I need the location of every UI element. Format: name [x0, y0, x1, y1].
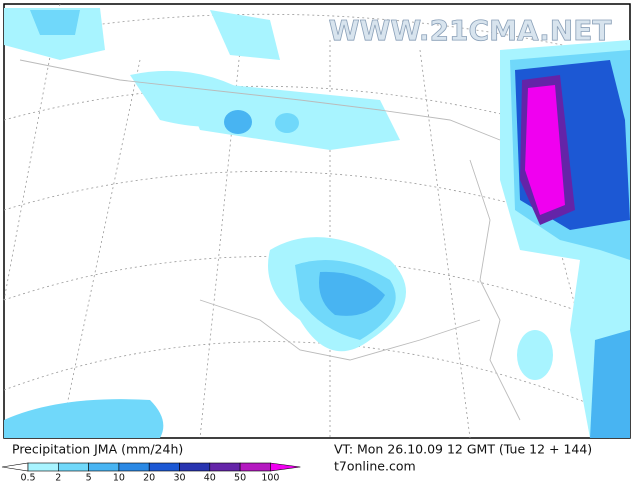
- legend-label: 100: [261, 473, 279, 484]
- legend-label: 0.5: [20, 473, 35, 484]
- legend-swatch: [239, 462, 271, 472]
- legend-label: 10: [113, 473, 125, 484]
- legend-swatch: [179, 462, 211, 472]
- watermark: WWW.21CMA.NET: [329, 14, 612, 47]
- legend-swatch: [270, 462, 301, 472]
- borders: [19, 59, 521, 421]
- border: [19, 59, 501, 141]
- precip-area: [319, 271, 385, 316]
- precip-area: [517, 330, 553, 380]
- legend-label: 40: [204, 473, 216, 484]
- legend-swatch: [27, 462, 59, 472]
- valid-time: VT: Mon 26.10.09 12 GMT (Tue 12 + 144): [334, 442, 592, 457]
- legend-label: 30: [173, 473, 185, 484]
- parallel: [3, 341, 631, 421]
- legend: 0.5 2 5 10 20 30 40 50 100: [1, 462, 301, 484]
- legend-label: 20: [143, 473, 155, 484]
- precip-area: [30, 10, 80, 35]
- legend-swatch: [118, 462, 150, 472]
- legend-swatch: [57, 462, 89, 472]
- precip-area: [590, 330, 630, 438]
- meridian: [419, 49, 471, 439]
- coastline: [469, 159, 521, 421]
- map: WWW.21CMA.NET: [3, 3, 631, 439]
- source: t7online.com: [334, 459, 416, 474]
- precipitation: [4, 8, 630, 438]
- border: [199, 299, 481, 361]
- precip-area: [210, 10, 280, 60]
- parallel: [3, 85, 631, 151]
- precip-area: [224, 110, 252, 134]
- precip-area: [275, 113, 299, 133]
- legend-swatch: [1, 462, 29, 472]
- precip-area: [525, 85, 565, 215]
- precip-area: [4, 399, 164, 438]
- legend-label: 2: [55, 473, 61, 484]
- legend-label: 5: [86, 473, 92, 484]
- meridian: [59, 59, 141, 439]
- legend-swatch: [209, 462, 241, 472]
- legend-label: 50: [234, 473, 246, 484]
- legend-swatch: [88, 462, 120, 472]
- footer-title: Precipitation JMA (mm/24h): [12, 442, 183, 457]
- legend-swatch: [148, 462, 180, 472]
